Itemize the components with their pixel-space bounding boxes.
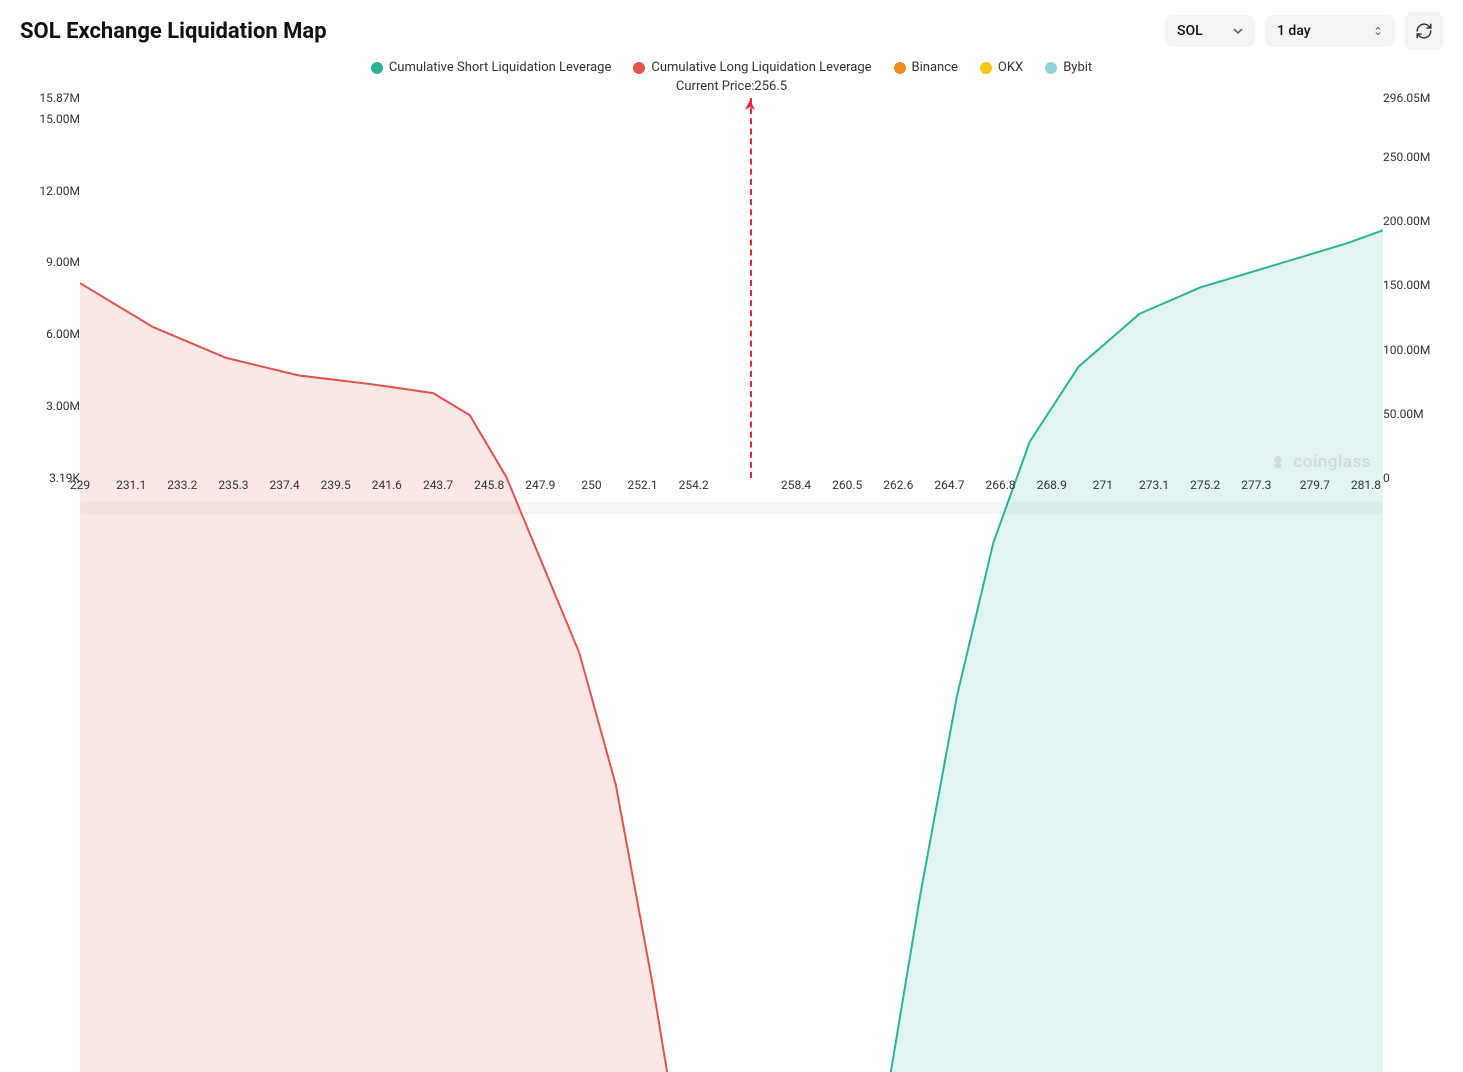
x-tick: 260.5 (832, 478, 862, 492)
legend-swatch (980, 62, 992, 74)
x-tick: 250 (581, 478, 601, 492)
legend-swatch (894, 62, 906, 74)
y-right-tick: 0 (1383, 471, 1443, 485)
legend: Cumulative Short Liquidation Leverage Cum… (20, 60, 1443, 75)
current-price-label: Current Price:256.5 (20, 79, 1443, 94)
x-tick: 279.7 (1300, 478, 1330, 492)
range-select-value: 1 day (1277, 23, 1311, 39)
x-axis: 229231.1233.2235.3237.4239.5241.6243.724… (80, 478, 1383, 498)
legend-label: Cumulative Long Liquidation Leverage (651, 60, 871, 75)
x-tick: 245.8 (474, 478, 504, 492)
legend-item[interactable]: Binance (894, 60, 958, 75)
y-left-tick: 6.00M (20, 327, 80, 341)
header: SOL Exchange Liquidation Map SOL 1 day (20, 12, 1443, 50)
controls: SOL 1 day (1165, 12, 1443, 50)
y-right-tick: 296.05M (1383, 91, 1443, 105)
watermark: coinglass (1269, 452, 1371, 472)
chart: 15.87M15.00M12.00M9.00M6.00M3.00M3.19K c… (20, 98, 1443, 498)
legend-swatch (633, 62, 645, 74)
x-tick: 243.7 (423, 478, 453, 492)
plot-area: coinglass (80, 98, 1383, 478)
watermark-icon (1269, 453, 1287, 471)
refresh-icon (1415, 22, 1433, 40)
bars-layer (80, 98, 1383, 478)
y-right-tick: 100.00M (1383, 343, 1443, 357)
page-title: SOL Exchange Liquidation Map (20, 19, 327, 44)
y-right-tick: 200.00M (1383, 214, 1443, 228)
x-tick: 229 (70, 478, 90, 492)
y-left-tick: 3.00M (20, 399, 80, 413)
chevron-down-icon (1233, 26, 1243, 36)
legend-swatch (1045, 62, 1057, 74)
x-tick: 233.2 (167, 478, 197, 492)
y-left-tick: 12.00M (20, 184, 80, 198)
x-tick: 254.2 (679, 478, 709, 492)
watermark-text: coinglass (1293, 452, 1371, 472)
x-tick: 266.8 (986, 478, 1016, 492)
y-left-tick: 15.87M (20, 91, 80, 105)
x-tick: 235.3 (218, 478, 248, 492)
x-tick: 241.6 (372, 478, 402, 492)
x-tick: 281.8 (1351, 478, 1381, 492)
y-right-tick: 150.00M (1383, 278, 1443, 292)
x-tick: 273.1 (1139, 478, 1169, 492)
y-right-tick: 250.00M (1383, 150, 1443, 164)
x-tick: 277.3 (1241, 478, 1271, 492)
refresh-button[interactable] (1405, 12, 1443, 50)
legend-item[interactable]: Bybit (1045, 60, 1092, 75)
x-tick: 258.4 (781, 478, 811, 492)
legend-item[interactable]: Cumulative Long Liquidation Leverage (633, 60, 871, 75)
x-tick: 252.1 (628, 478, 658, 492)
legend-label: OKX (998, 60, 1023, 75)
range-select[interactable]: 1 day (1265, 15, 1395, 47)
y-axis-left: 15.87M15.00M12.00M9.00M6.00M3.00M3.19K (20, 98, 80, 478)
legend-label: Bybit (1063, 60, 1092, 75)
y-right-tick: 50.00M (1383, 407, 1443, 421)
x-tick: 247.9 (525, 478, 555, 492)
x-tick: 264.7 (934, 478, 964, 492)
x-tick: 268.9 (1037, 478, 1067, 492)
x-tick: 275.2 (1190, 478, 1220, 492)
y-left-tick: 15.00M (20, 112, 80, 126)
x-tick: 237.4 (270, 478, 300, 492)
legend-label: Cumulative Short Liquidation Leverage (389, 60, 612, 75)
legend-swatch (371, 62, 383, 74)
legend-item[interactable]: Cumulative Short Liquidation Leverage (371, 60, 612, 75)
legend-item[interactable]: OKX (980, 60, 1023, 75)
asset-select-value: SOL (1177, 23, 1203, 39)
y-axis-right: 296.05M250.00M200.00M150.00M100.00M50.00… (1383, 98, 1443, 478)
x-tick: 262.6 (883, 478, 913, 492)
y-left-tick: 9.00M (20, 255, 80, 269)
legend-label: Binance (912, 60, 958, 75)
x-tick: 271 (1093, 478, 1113, 492)
x-tick: 231.1 (116, 478, 146, 492)
updown-icon (1373, 26, 1383, 36)
x-tick: 239.5 (321, 478, 351, 492)
asset-select[interactable]: SOL (1165, 15, 1255, 47)
